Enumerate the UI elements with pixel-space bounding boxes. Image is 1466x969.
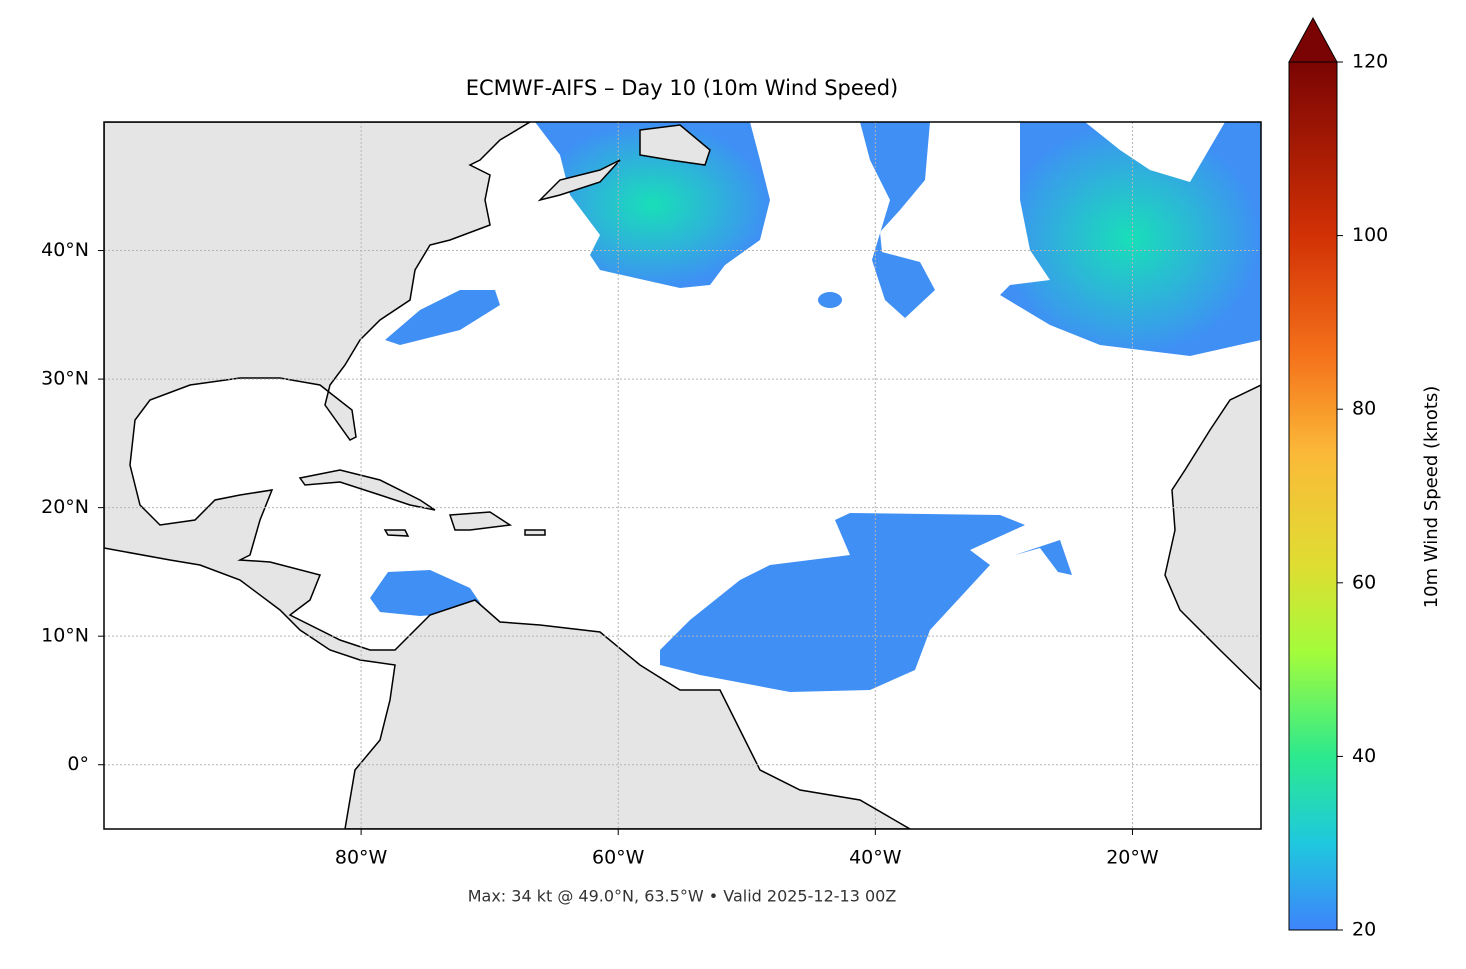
colorbar-tick-label: 20 — [1352, 919, 1376, 941]
y-tick-label: 40°N — [41, 239, 89, 261]
y-tick-label: 20°N — [41, 496, 89, 518]
colorbar-tick-label: 120 — [1352, 51, 1388, 73]
map — [104, 122, 1261, 829]
hispaniola — [448, 511, 513, 531]
maritimes — [537, 159, 621, 202]
wind-swath — [370, 570, 485, 616]
colorbar-tick-label: 60 — [1352, 571, 1376, 593]
x-tick-label: 20°W — [1106, 847, 1159, 869]
wind-swath — [1000, 122, 1261, 356]
x-tick-label: 80°W — [335, 847, 388, 869]
wind-swath — [385, 290, 500, 345]
jamaica — [383, 529, 410, 537]
wind-swath — [535, 122, 770, 288]
title: ECMWF-AIFS – Day 10 (10m Wind Speed) — [466, 76, 899, 100]
cuba — [298, 469, 436, 511]
colorbar-label: 10m Wind Speed (knots) — [1421, 386, 1442, 609]
colorbar-tick-label: 80 — [1352, 398, 1376, 420]
x-tick-label: 40°W — [849, 847, 902, 869]
colorbar — [1288, 61, 1338, 931]
y-tick-label: 0° — [67, 753, 89, 775]
map-frame — [103, 121, 1262, 830]
wind-swath — [818, 292, 842, 308]
wind-swath — [860, 122, 935, 318]
wind-swath — [660, 513, 1025, 692]
puerto-rico — [524, 529, 546, 536]
colorbar-tick-label: 40 — [1352, 745, 1376, 767]
wind-swaths — [370, 122, 1261, 692]
americas — [104, 122, 912, 829]
colorbar-extension — [1288, 16, 1338, 63]
newfoundland — [639, 124, 711, 166]
y-tick-label: 30°N — [41, 368, 89, 390]
y-tick-label: 10°N — [41, 625, 89, 647]
africa — [1164, 384, 1261, 692]
wind-swath — [1015, 540, 1072, 575]
land — [104, 122, 1261, 829]
footer: Max: 34 kt @ 49.0°N, 63.5°W • Valid 2025… — [468, 887, 897, 906]
colorbar-tick-label: 100 — [1352, 224, 1388, 246]
x-tick-label: 60°W — [592, 847, 645, 869]
